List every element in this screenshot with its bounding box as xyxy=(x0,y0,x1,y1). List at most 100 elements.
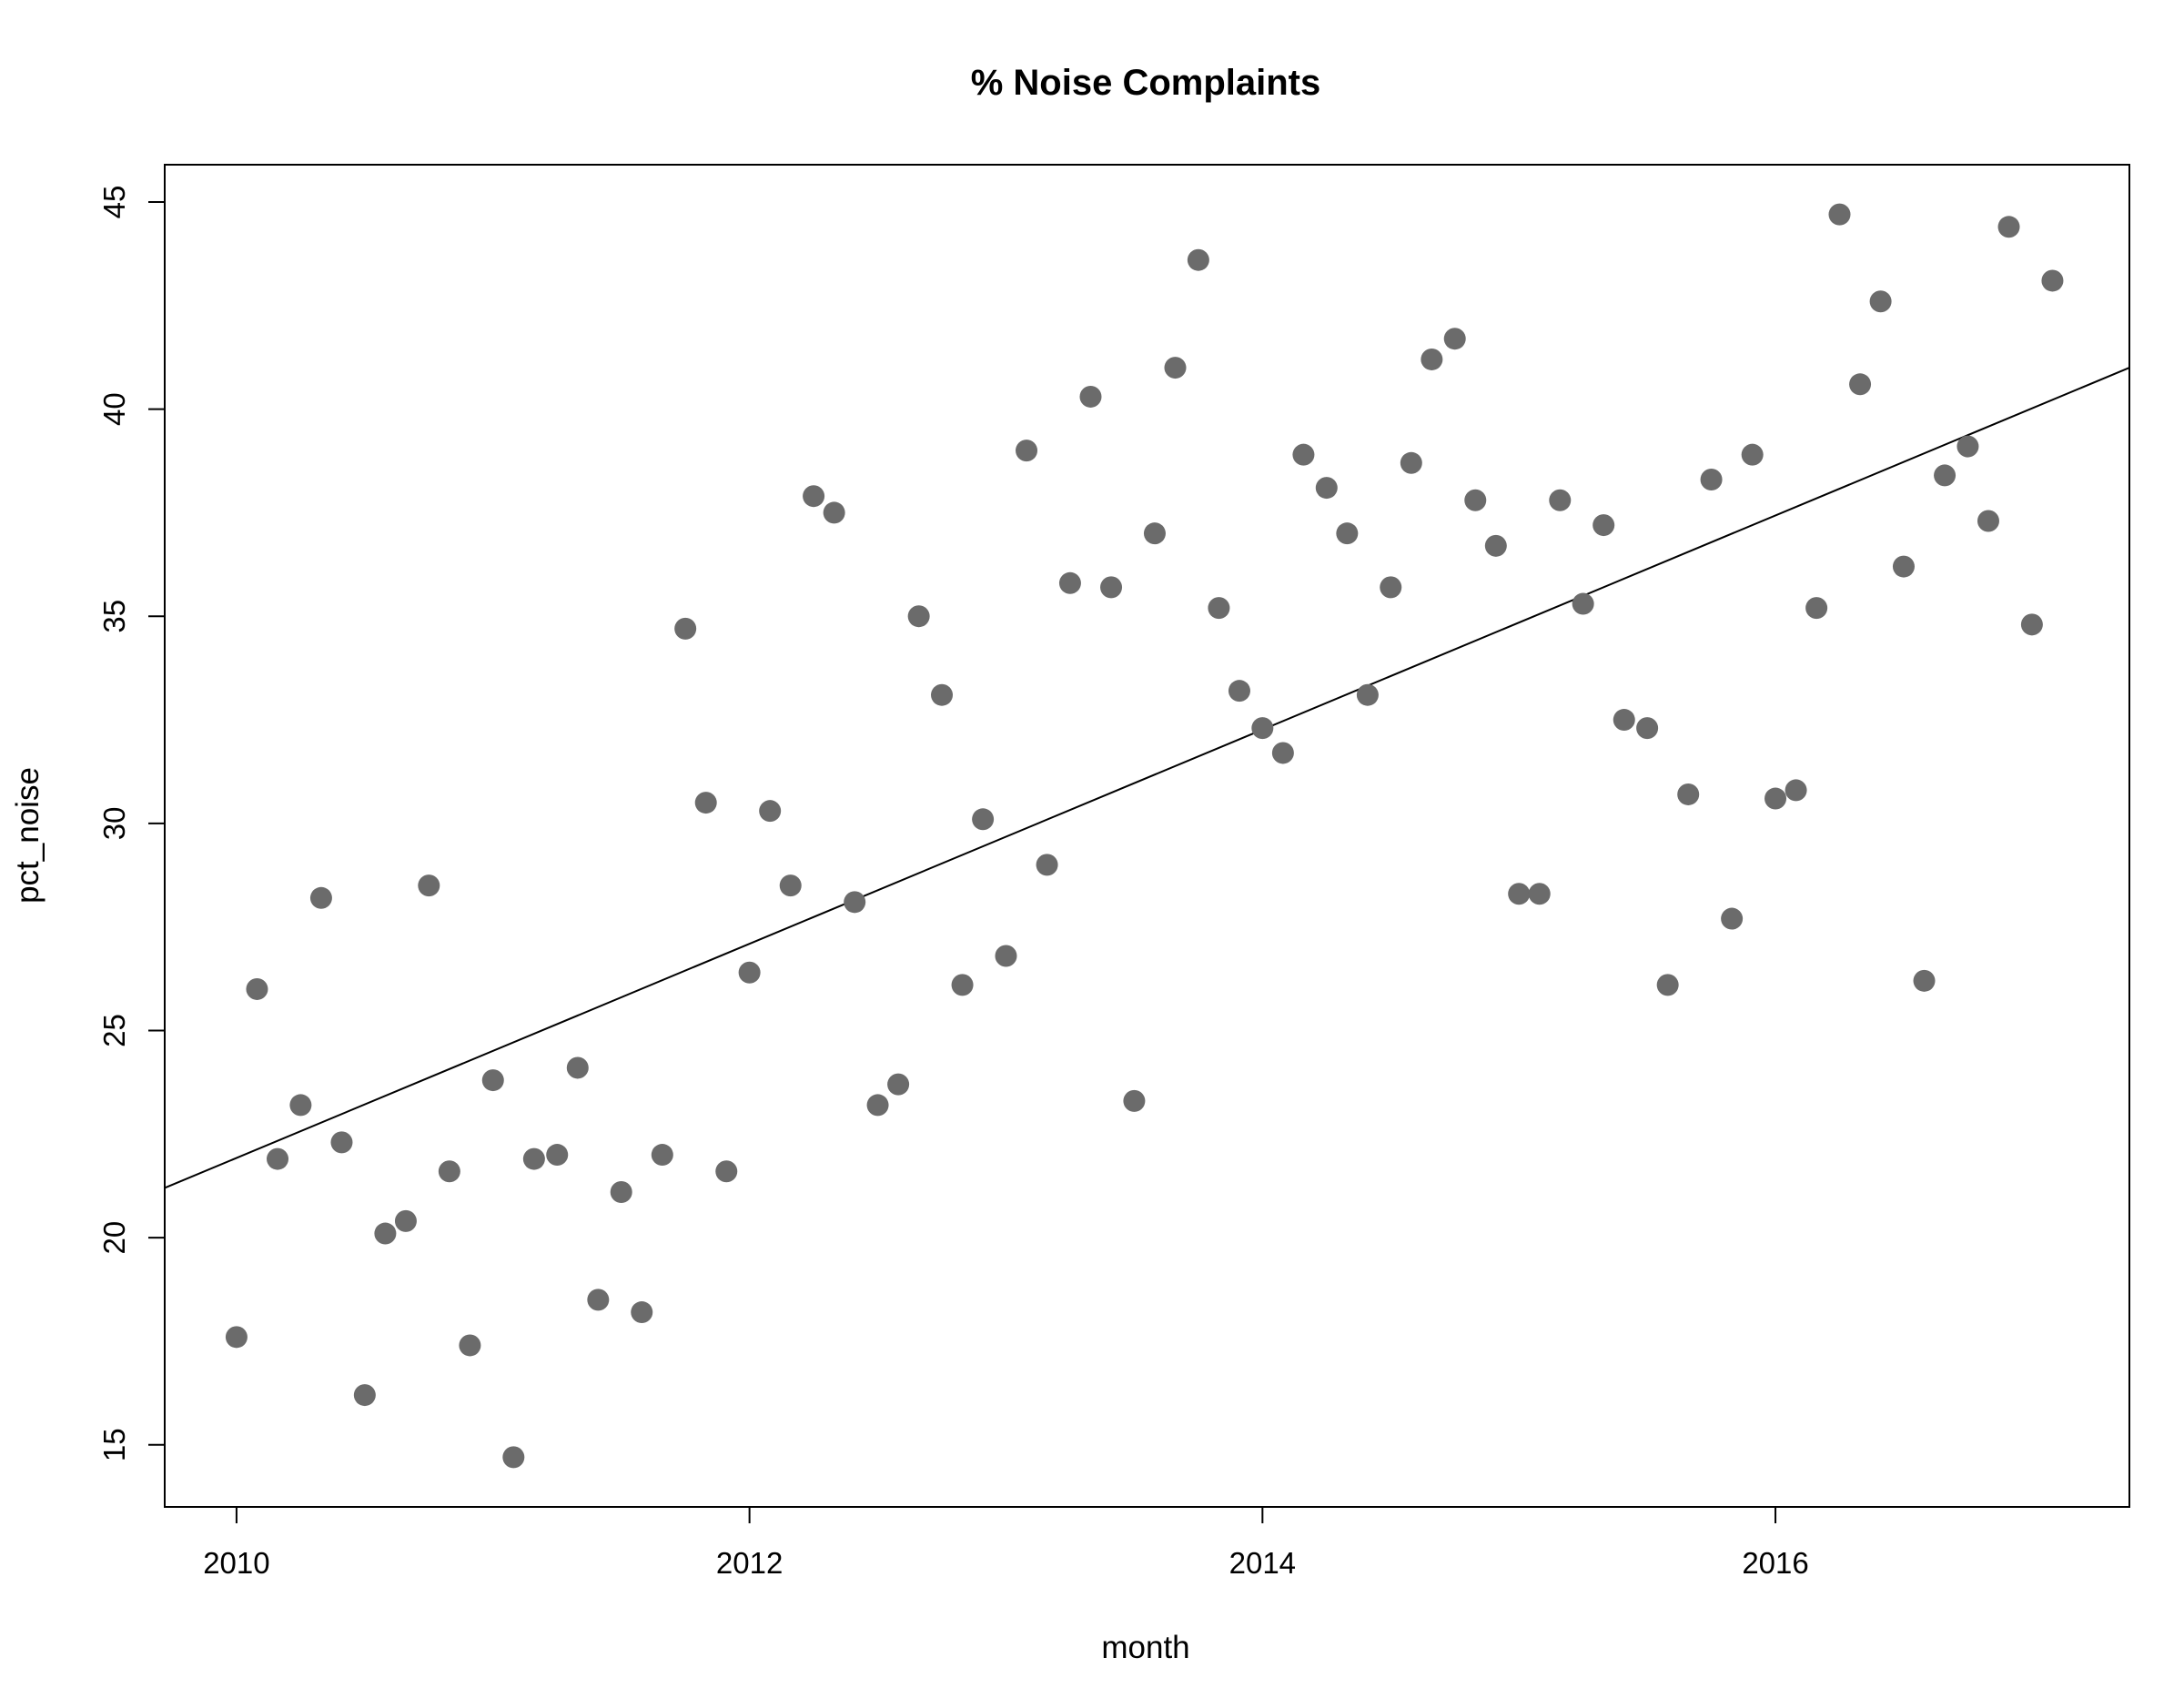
data-point xyxy=(1336,522,1359,545)
data-point xyxy=(309,886,332,909)
data-point xyxy=(546,1144,569,1167)
chart-title: % Noise Complaints xyxy=(971,63,1321,103)
data-point xyxy=(931,683,954,706)
data-point xyxy=(1892,555,1915,578)
data-point xyxy=(353,1384,376,1407)
trend-line xyxy=(164,367,2130,1189)
data-point xyxy=(715,1160,738,1183)
data-point xyxy=(1977,510,1999,532)
data-point xyxy=(1484,534,1507,557)
data-point xyxy=(972,808,995,831)
data-point xyxy=(1100,576,1123,599)
data-point xyxy=(394,1209,417,1232)
data-point xyxy=(2041,269,2064,292)
data-point xyxy=(1656,974,1679,996)
data-point xyxy=(1508,883,1531,905)
data-point xyxy=(995,945,1017,967)
data-point xyxy=(374,1222,397,1245)
y-tick-label: 30 xyxy=(97,806,131,840)
y-tick-label: 25 xyxy=(97,1014,131,1047)
data-point xyxy=(1677,783,1700,805)
data-point xyxy=(225,1326,248,1349)
data-point xyxy=(502,1446,525,1469)
plot-frame xyxy=(164,164,2130,1508)
data-point xyxy=(1913,969,1936,992)
data-point xyxy=(1934,464,1956,487)
data-point xyxy=(1400,451,1422,474)
data-point xyxy=(289,1094,312,1117)
data-point xyxy=(330,1131,353,1154)
data-point xyxy=(267,1147,289,1170)
data-point xyxy=(1741,443,1764,466)
data-point xyxy=(1549,489,1572,511)
data-point xyxy=(674,617,697,640)
data-point xyxy=(1528,883,1551,905)
x-axis: 2010 2012 2014 2016 xyxy=(203,1506,1809,1580)
data-point xyxy=(246,977,268,1000)
data-point xyxy=(866,1094,889,1117)
data-point xyxy=(1036,854,1058,876)
data-point xyxy=(1228,680,1250,702)
data-point xyxy=(803,485,825,508)
trend-line-layer xyxy=(164,367,2130,1189)
data-point xyxy=(1592,514,1615,537)
data-point xyxy=(1721,907,1744,930)
data-point xyxy=(1251,717,1274,740)
data-point xyxy=(1805,597,1828,620)
data-point xyxy=(1443,328,1466,350)
data-point xyxy=(1997,216,2020,238)
x-tick-label: 2010 xyxy=(203,1546,269,1580)
data-point xyxy=(418,874,440,897)
data-point xyxy=(1785,779,1807,802)
data-point xyxy=(823,501,845,524)
data-point xyxy=(844,891,866,914)
data-point xyxy=(1143,522,1166,545)
y-tick-label: 45 xyxy=(97,186,131,219)
y-tick-label: 40 xyxy=(97,392,131,426)
data-point xyxy=(1700,468,1723,490)
data-point xyxy=(522,1147,545,1170)
data-point xyxy=(2020,613,2043,636)
x-tick-label: 2012 xyxy=(716,1546,783,1580)
x-tick-label: 2016 xyxy=(1742,1546,1808,1580)
data-point xyxy=(1828,203,1851,226)
data-point xyxy=(438,1160,460,1183)
data-point xyxy=(587,1289,610,1311)
data-point xyxy=(1164,357,1187,379)
data-point xyxy=(1421,348,1443,370)
data-point xyxy=(1058,571,1081,594)
y-axis-label: pct_noise xyxy=(10,767,46,904)
data-point xyxy=(1636,717,1659,740)
data-point xyxy=(1849,373,1872,396)
data-point xyxy=(694,792,717,814)
y-tick-label: 15 xyxy=(97,1428,131,1461)
data-point xyxy=(1613,709,1635,732)
data-point xyxy=(738,961,761,984)
data-point xyxy=(566,1056,589,1079)
data-point xyxy=(1764,787,1787,810)
data-point xyxy=(1869,290,1892,313)
data-point xyxy=(1956,435,1979,458)
data-point xyxy=(951,974,974,996)
y-tick-label: 35 xyxy=(97,600,131,633)
data-point xyxy=(1271,742,1294,764)
data-point xyxy=(1208,597,1230,620)
data-point xyxy=(1079,385,1102,408)
data-point xyxy=(1464,489,1487,511)
x-tick-label: 2014 xyxy=(1229,1546,1296,1580)
data-point xyxy=(1016,440,1038,462)
x-axis-label: month xyxy=(1101,1630,1189,1665)
data-point xyxy=(481,1069,504,1092)
data-point xyxy=(610,1181,632,1204)
data-point xyxy=(887,1073,910,1096)
data-point xyxy=(907,605,930,628)
y-tick-label: 20 xyxy=(97,1221,131,1255)
data-point xyxy=(1292,443,1315,466)
data-point xyxy=(631,1301,653,1324)
data-point xyxy=(1356,683,1379,706)
data-point xyxy=(1187,248,1209,271)
data-point xyxy=(459,1334,481,1357)
data-point xyxy=(1380,576,1402,599)
data-point xyxy=(779,874,802,897)
